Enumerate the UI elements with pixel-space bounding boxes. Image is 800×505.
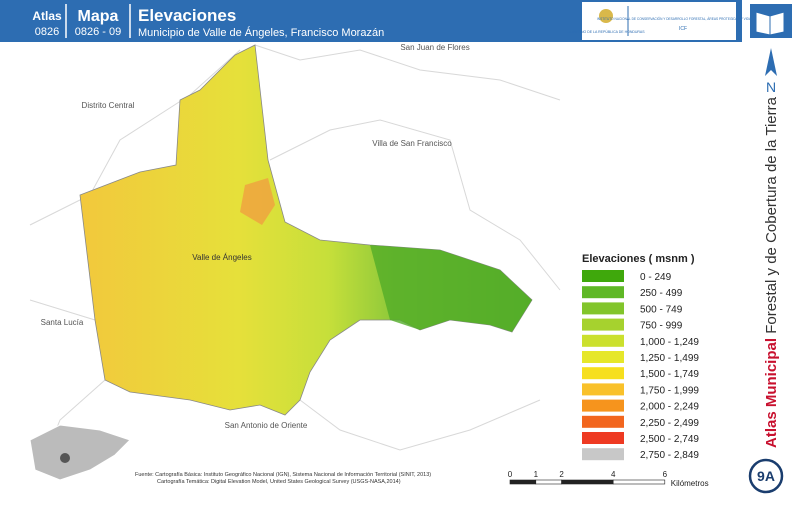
legend-swatch bbox=[582, 302, 624, 315]
legend-title: Elevaciones ( msnm ) bbox=[582, 253, 695, 265]
subtitle: Municipio de Valle de Ángeles, Francisco… bbox=[138, 26, 384, 39]
boundaries bbox=[29, 44, 561, 471]
map-label: Santa Lucía bbox=[41, 318, 84, 327]
legend-label: 1,500 - 1,749 bbox=[640, 369, 699, 380]
map-label: Mapa bbox=[78, 8, 119, 25]
map-label: Valle de Ángeles bbox=[192, 253, 251, 262]
scale-tick-label: 1 bbox=[534, 470, 539, 479]
scale-segment bbox=[561, 479, 614, 485]
legend-swatch bbox=[582, 367, 624, 380]
logo-left: GOBIERNO DE LA REPÚBLICA DE HONDURAS bbox=[567, 30, 645, 34]
legend-label: 2,750 - 2,849 bbox=[640, 450, 699, 461]
map-label: Villa de San Francisco bbox=[372, 139, 452, 148]
legend-swatch bbox=[582, 286, 624, 299]
north-arrow bbox=[765, 48, 777, 76]
boundary bbox=[254, 44, 561, 101]
legend-swatch bbox=[582, 432, 624, 444]
boundary bbox=[29, 49, 241, 226]
legend-label: 750 - 999 bbox=[640, 321, 683, 332]
map-label: San Antonio de Oriente bbox=[225, 421, 308, 430]
legend-label: 2,000 - 2,249 bbox=[640, 402, 699, 413]
book-icon bbox=[755, 11, 785, 36]
series-bold: Atlas Municipal bbox=[763, 338, 780, 448]
scale-tick-label: 2 bbox=[559, 470, 564, 479]
scale-unit: Kilómetros bbox=[671, 479, 709, 488]
legend-label: 1,250 - 1,499 bbox=[640, 353, 699, 364]
boundary bbox=[269, 119, 561, 291]
high-zone bbox=[240, 178, 275, 225]
series-rest: Forestal y de Cobertura de la Tierra bbox=[763, 96, 780, 338]
inset-map bbox=[29, 424, 131, 481]
map-label: San Juan de Flores bbox=[400, 43, 469, 52]
scale-segment bbox=[509, 479, 537, 485]
scale-tick-label: 0 bbox=[508, 470, 513, 479]
boundary bbox=[299, 399, 541, 451]
scale-segment bbox=[535, 479, 562, 485]
legend-label: 0 - 249 bbox=[640, 272, 672, 283]
legend-swatch bbox=[582, 318, 624, 331]
scale-segment bbox=[612, 479, 666, 485]
legend-swatch bbox=[582, 383, 624, 396]
legend-label: 1,750 - 1,999 bbox=[640, 385, 699, 396]
legend-label: 2,250 - 2,499 bbox=[640, 418, 699, 429]
north-label: N bbox=[766, 79, 776, 95]
scale-tick-label: 6 bbox=[663, 470, 668, 479]
logo-right: INSTITUTO NACIONAL DE CONSERVACIÓN Y DES… bbox=[597, 16, 769, 21]
legend-swatch bbox=[582, 270, 624, 282]
source-line2: Cartografía Temática: Digital Elevation … bbox=[157, 479, 401, 485]
logo-right-short: ICF bbox=[679, 26, 687, 32]
scale-tick-label: 4 bbox=[611, 470, 616, 479]
legend-swatch bbox=[582, 448, 624, 461]
logo-emblem bbox=[599, 9, 613, 23]
series-title: Atlas Municipal Forestal y de Cobertura … bbox=[763, 96, 780, 448]
legend: Elevaciones ( msnm ) 0 - 249 250 - 499 500… bbox=[582, 253, 699, 461]
map-code: 0826 - 09 bbox=[75, 26, 121, 38]
page-number: 9A bbox=[757, 468, 775, 484]
legend-label: 1,000 - 1,249 bbox=[640, 337, 699, 348]
atlas-code: 0826 bbox=[35, 26, 59, 38]
legend-label: 2,500 - 2,749 bbox=[640, 434, 699, 445]
legend-swatch bbox=[582, 334, 624, 347]
legend-label: 500 - 749 bbox=[640, 304, 683, 315]
atlas-label: Atlas bbox=[32, 9, 62, 23]
low-zone bbox=[370, 245, 532, 332]
inset-location bbox=[60, 453, 70, 463]
page-badge bbox=[748, 458, 784, 494]
legend-label: 250 - 499 bbox=[640, 288, 683, 299]
title: Elevaciones bbox=[138, 6, 236, 25]
map-labels: San Juan de Flores Distrito Central Vill… bbox=[41, 43, 470, 430]
legend-swatch bbox=[582, 399, 624, 412]
source-line1: Fuente: Cartografía Básica: Instituto Ge… bbox=[135, 472, 431, 478]
legend-swatch bbox=[582, 415, 624, 428]
legend-swatch bbox=[582, 351, 624, 363]
map-label: Distrito Central bbox=[82, 101, 135, 110]
